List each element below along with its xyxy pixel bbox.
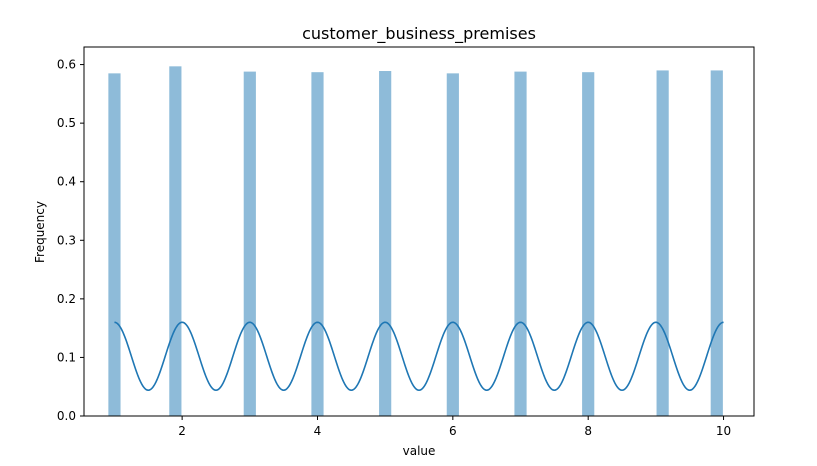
y-tick-label: 0.1 — [57, 350, 76, 364]
x-tick-label: 4 — [314, 424, 322, 438]
histogram-bar — [656, 70, 669, 416]
histogram-bar — [446, 73, 459, 416]
x-tick-label: 10 — [716, 424, 731, 438]
histogram-bar — [379, 71, 392, 416]
y-tick-label: 0.3 — [57, 233, 76, 247]
y-tick-label: 0.2 — [57, 292, 76, 306]
x-axis-ticks: 2 4 6 8 10 — [178, 416, 731, 438]
histogram-bar — [311, 72, 324, 416]
histogram-bar — [710, 70, 723, 416]
x-tick-label: 8 — [584, 424, 592, 438]
y-axis-label: Frequency — [33, 201, 47, 263]
plot-frame — [83, 46, 755, 417]
x-tick-label: 2 — [178, 424, 186, 438]
histogram-bar — [582, 72, 595, 416]
histogram-bars — [108, 66, 723, 416]
x-tick-label: 6 — [449, 424, 457, 438]
histogram-bar — [169, 66, 182, 416]
density-curve — [114, 321, 724, 392]
y-tick-label: 0.0 — [57, 409, 76, 423]
histogram-bar — [108, 73, 121, 416]
histogram-bar — [514, 71, 527, 416]
histogram-bar — [243, 71, 256, 416]
y-axis-ticks: 0.0 0.1 0.2 0.3 0.4 0.5 0.6 — [57, 58, 84, 423]
chart-title: customer_business_premises — [302, 24, 536, 44]
y-tick-label: 0.6 — [57, 58, 76, 72]
y-tick-label: 0.5 — [57, 116, 76, 130]
y-tick-label: 0.4 — [57, 175, 76, 189]
x-axis-label: value — [403, 444, 436, 458]
